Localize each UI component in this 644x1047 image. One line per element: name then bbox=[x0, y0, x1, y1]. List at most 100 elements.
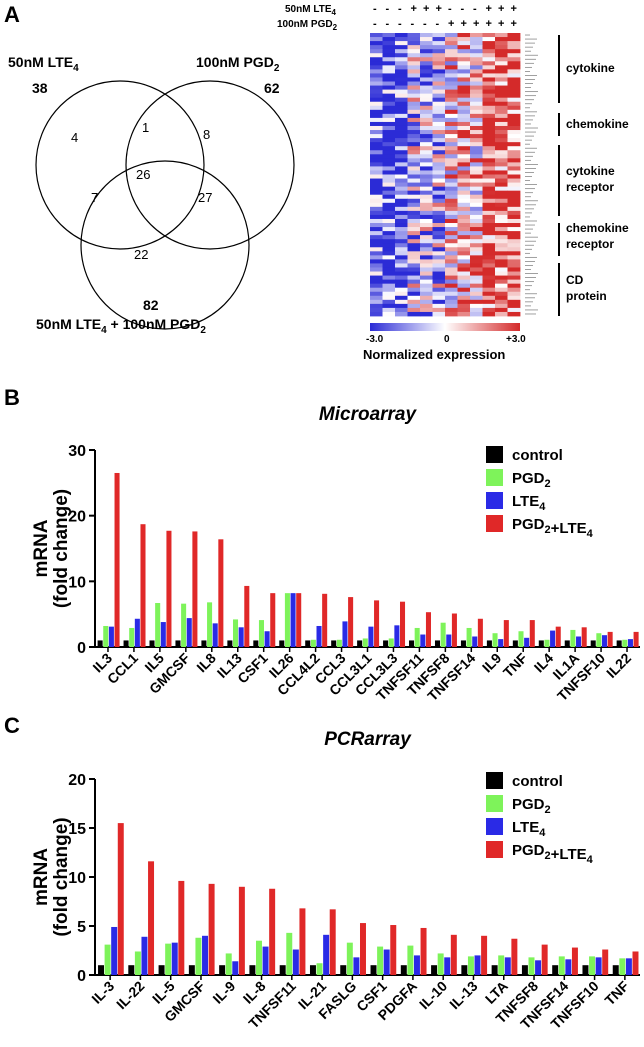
heatmap-cell bbox=[395, 206, 408, 212]
heatmap-cell bbox=[382, 235, 396, 240]
heatmap-cell bbox=[470, 33, 483, 38]
heatmap-cell bbox=[445, 267, 458, 272]
heatmap-cell bbox=[507, 101, 521, 107]
heatmap-cell bbox=[495, 178, 508, 183]
heatmap-cell bbox=[457, 109, 471, 115]
heatmap-cell bbox=[420, 77, 433, 82]
heatmap-cell bbox=[432, 109, 446, 115]
legend-swatch-1 bbox=[486, 795, 503, 812]
heatmap-cell bbox=[507, 287, 521, 293]
heatmap-cell bbox=[382, 97, 396, 103]
heatmap-cell bbox=[457, 190, 471, 196]
panel-c-label: C bbox=[4, 713, 20, 738]
heatmap-cell bbox=[482, 255, 496, 260]
heatmap-cell bbox=[470, 271, 483, 276]
heatmap-cell bbox=[370, 85, 383, 90]
heatmap-cell bbox=[445, 41, 458, 46]
heatmap-cell bbox=[407, 33, 421, 38]
heatmap-cell bbox=[495, 182, 508, 188]
heatmap-cell bbox=[457, 125, 471, 131]
heatmap-cell bbox=[407, 41, 421, 46]
heatmap-cell bbox=[470, 279, 483, 285]
heatmap-cell bbox=[370, 190, 383, 196]
heatmap-cell bbox=[420, 105, 433, 111]
heatmap-cell bbox=[445, 295, 458, 301]
legend-label-2: LTE4 bbox=[512, 819, 546, 839]
bar-pgd2-lte4-csf1 bbox=[270, 593, 276, 647]
heatmap-cell bbox=[470, 53, 483, 58]
bar-lte4-lta bbox=[504, 957, 511, 975]
pgd2-sign-3: - bbox=[410, 18, 415, 30]
heatmap-cell bbox=[507, 170, 521, 175]
heatmap-cell bbox=[445, 158, 458, 163]
heatmap-cell bbox=[432, 307, 446, 313]
heatmap-cell bbox=[432, 243, 446, 248]
heatmap-cell bbox=[407, 299, 421, 305]
heatmap-cell bbox=[457, 77, 471, 82]
heatmap-cell bbox=[370, 158, 383, 163]
heatmap-cell bbox=[470, 138, 483, 143]
bar-lte4-faslg bbox=[353, 957, 360, 975]
heatmap-cell bbox=[445, 243, 458, 248]
heatmap-cell bbox=[407, 81, 421, 86]
heatmap-cell bbox=[507, 275, 521, 281]
heatmap-cell bbox=[420, 53, 433, 58]
heatmap-cell bbox=[407, 166, 421, 171]
heatmap-cell bbox=[370, 311, 383, 317]
heatmap-cell bbox=[507, 182, 521, 188]
heatmap-cell bbox=[482, 138, 496, 143]
heatmap-cell bbox=[507, 303, 521, 309]
heatmap-cell bbox=[382, 243, 396, 248]
heatmap-cell bbox=[482, 227, 496, 232]
heatmap-cell bbox=[382, 150, 396, 155]
heatmap-cell bbox=[370, 263, 383, 268]
venn-circle-pgd2 bbox=[125, 80, 295, 250]
heatmap-cell bbox=[445, 49, 458, 54]
heatmap-cell bbox=[507, 73, 521, 78]
bar-pgd2-lte4-tnf bbox=[632, 951, 639, 975]
bar-control-lta bbox=[491, 965, 498, 975]
heatmap-cell bbox=[495, 109, 508, 115]
heatmap-cell bbox=[382, 61, 396, 66]
scale-label: Normalized expression bbox=[363, 347, 506, 362]
heatmap-cell bbox=[482, 125, 496, 131]
bar-lte4-ccl3 bbox=[342, 621, 348, 647]
heatmap-cell bbox=[395, 247, 408, 252]
heatmap-cell bbox=[482, 97, 496, 103]
heatmap-cell bbox=[395, 77, 408, 82]
heatmap-cell bbox=[445, 235, 458, 240]
heatmap-gene-labels bbox=[525, 34, 538, 315]
heatmap-cell bbox=[495, 53, 508, 58]
heatmap-cell bbox=[470, 130, 483, 135]
heatmap-cell bbox=[445, 307, 458, 313]
heatmap-cell bbox=[407, 49, 421, 54]
heatmap-cell bbox=[382, 57, 396, 62]
heatmap-cell bbox=[495, 202, 508, 208]
heatmap-cell bbox=[457, 170, 471, 175]
heatmap-cell bbox=[495, 299, 508, 305]
heatmap-cell bbox=[407, 307, 421, 313]
heatmap-cell bbox=[432, 154, 446, 159]
heatmap-cell bbox=[432, 73, 446, 78]
heatmap-cell bbox=[432, 97, 446, 103]
bar-pgd2-lte4-gmcsf bbox=[192, 531, 198, 647]
heatmap-lte4-signs: - - - + + + - - - + + + bbox=[370, 3, 520, 15]
heatmap-cell bbox=[382, 190, 396, 196]
heatmap-cell bbox=[507, 218, 521, 224]
bar-control-il-5 bbox=[158, 965, 165, 975]
heatmap-cell bbox=[457, 53, 471, 58]
heatmap-cell bbox=[432, 235, 446, 240]
heatmap-cell bbox=[370, 49, 383, 54]
heatmap-cell bbox=[457, 231, 471, 236]
heatmap-cell bbox=[370, 206, 383, 212]
heatmap-cell bbox=[382, 223, 396, 228]
heatmap-cell bbox=[395, 198, 408, 204]
heatmap-cell bbox=[470, 255, 483, 260]
heatmap-cell bbox=[457, 154, 471, 159]
lte4-sign-0: - bbox=[373, 3, 377, 15]
heatmap-cell bbox=[395, 223, 408, 228]
heatmap-cell bbox=[457, 105, 471, 111]
heatmap-cell bbox=[445, 247, 458, 252]
heatmap-cell bbox=[482, 101, 496, 107]
bar-lte4-il-10 bbox=[444, 957, 451, 975]
